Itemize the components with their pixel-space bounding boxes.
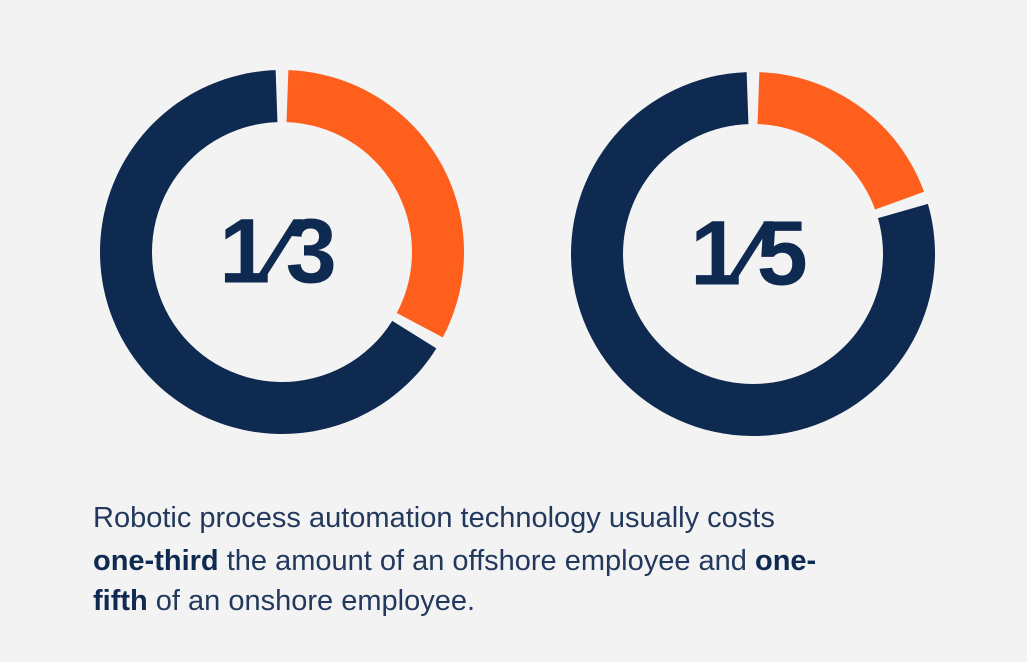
center-label: 1⁄5: [690, 202, 808, 304]
caption-bold: fifth: [93, 585, 148, 617]
donut-segment: [757, 72, 925, 210]
donut-segment: [100, 70, 437, 435]
caption-text: of an onshore employee.: [148, 585, 475, 617]
caption-line: fifth of an onshore employee.: [93, 585, 475, 617]
center-label: 1⁄3: [219, 200, 337, 302]
caption-line: Robotic process automation technology us…: [93, 502, 775, 534]
caption-text: the amount of an offshore employee and: [219, 545, 755, 577]
caption-bold: one-: [755, 545, 816, 577]
caption-bold: one-third: [93, 545, 219, 577]
caption-line: one-third the amount of an offshore empl…: [93, 545, 816, 577]
donut-segment: [286, 70, 465, 338]
caption-text: Robotic process automation technology us…: [93, 502, 775, 534]
